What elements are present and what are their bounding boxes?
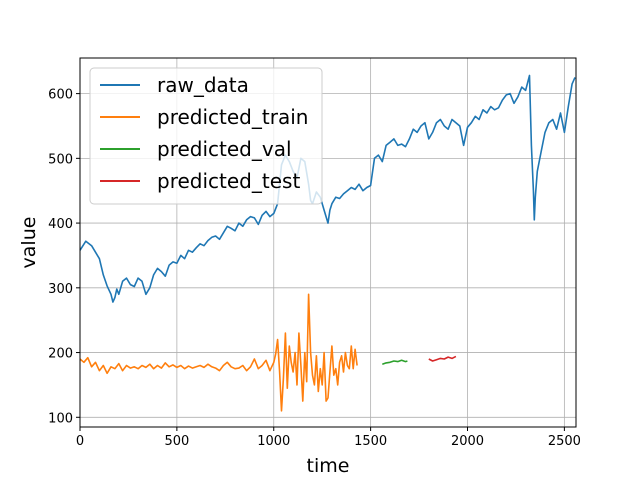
y-tick-label: 400	[48, 217, 73, 232]
legend-box	[89, 67, 323, 205]
x-axis-title: time	[307, 455, 350, 477]
x-tick-label: 1500	[354, 434, 387, 449]
x-tick-label: 500	[164, 434, 189, 449]
plot-frame	[79, 57, 577, 428]
y-axis-ticks: 100 200 300 400 500 600	[48, 88, 80, 426]
x-axis-ticks: 0 500 1000 1500 2000 2500	[76, 427, 581, 449]
legend-label: raw_data	[157, 73, 249, 97]
legend-label: predicted_val	[157, 137, 292, 161]
series-line-predicted_train	[79, 293, 358, 412]
legend: raw_data predicted_train predicted_valpred…	[89, 67, 323, 205]
x-tick-label: 2000	[451, 434, 484, 449]
legend-label: predicted_test	[157, 169, 300, 193]
x-tick-label: 2500	[548, 434, 581, 449]
legend-label: predicted_train	[157, 105, 308, 129]
y-tick-label: 100	[48, 411, 73, 426]
plot-lines	[79, 74, 576, 412]
series-line-predicted_val	[382, 359, 408, 365]
y-tick-label: 300	[48, 282, 73, 297]
y-tick-label: 200	[48, 347, 73, 362]
y-axis-title: value	[18, 217, 40, 269]
x-tick-label: 1000	[257, 434, 290, 449]
x-tick-label: 0	[76, 434, 84, 449]
y-tick-label: 600	[48, 88, 73, 103]
y-tick-label: 500	[48, 152, 73, 167]
series-line-raw_data	[79, 74, 576, 303]
series-line-predicted_test	[428, 355, 457, 362]
